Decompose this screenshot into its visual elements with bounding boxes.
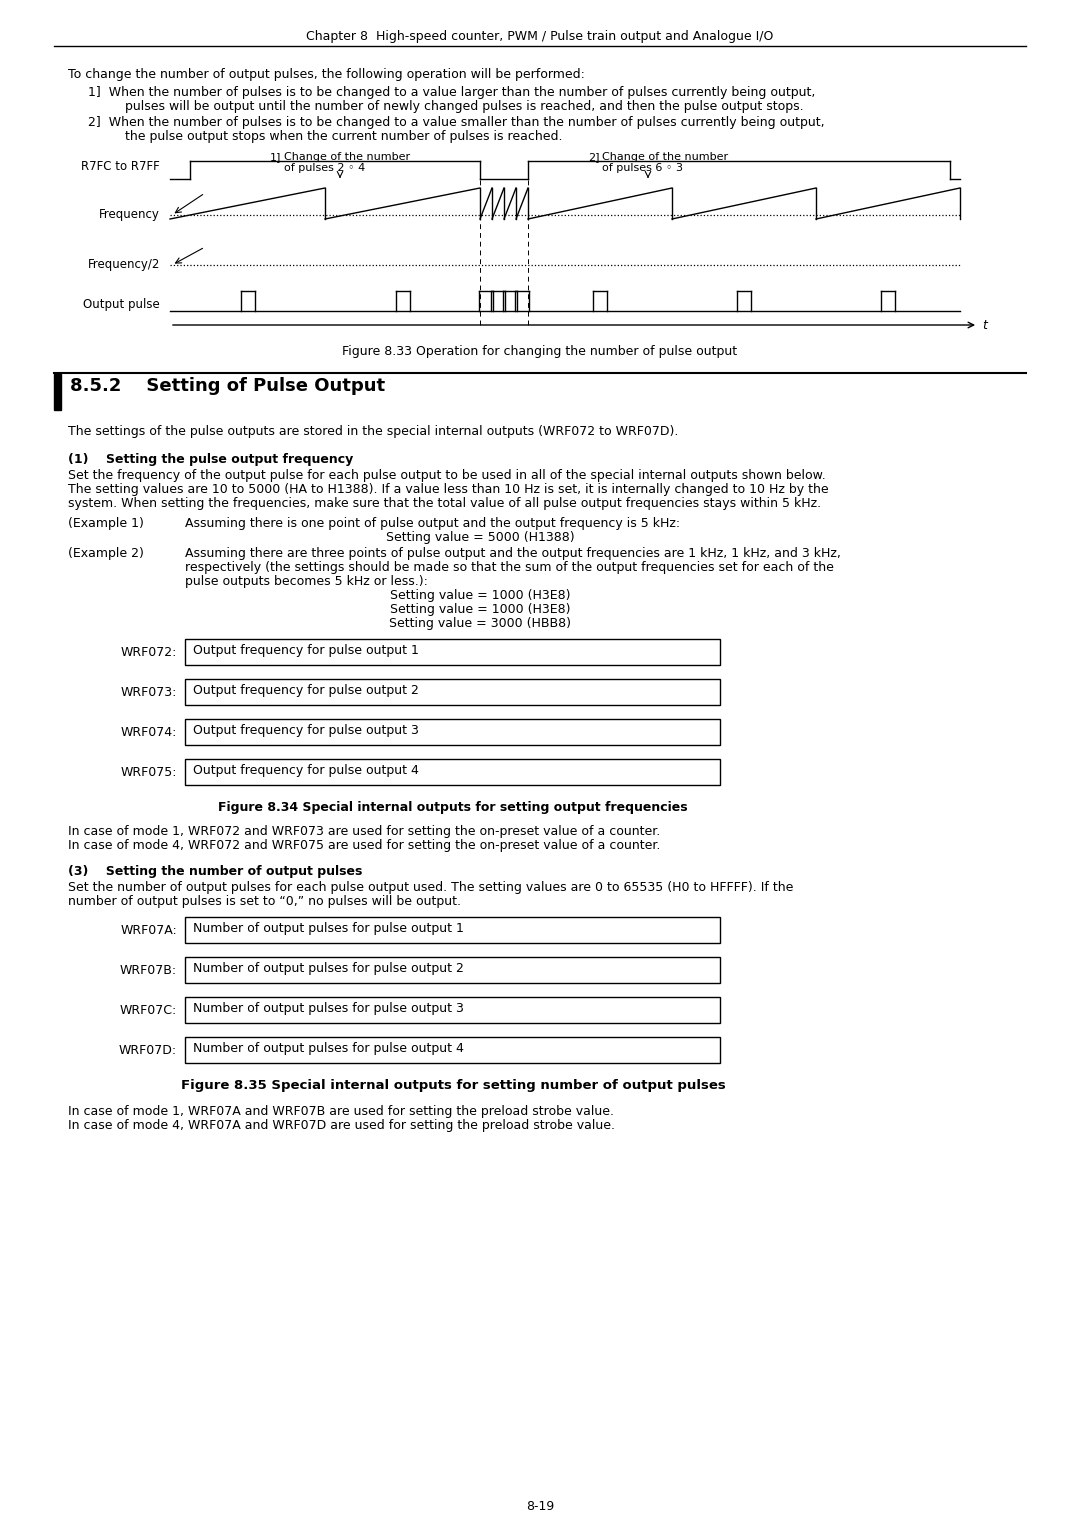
Bar [54,374,60,410]
Text: The setting values are 10 to 5000 (HA to H1388). If a value less than 10 Hz is s: The setting values are 10 to 5000 (HA to… [68,483,828,497]
Text: pulse outputs becomes 5 kHz or less.):: pulse outputs becomes 5 kHz or less.): [185,575,428,588]
Text: system. When setting the frequencies, make sure that the total value of all puls: system. When setting the frequencies, ma… [68,497,821,510]
Text: Chapter 8  High-speed counter, PWM / Pulse train output and Analogue I/O: Chapter 8 High-speed counter, PWM / Puls… [307,31,773,43]
FancyBboxPatch shape [185,759,720,785]
Text: Output frequency for pulse output 1: Output frequency for pulse output 1 [193,643,419,657]
Text: t: t [982,319,987,332]
Text: 8.5.2    Setting of Pulse Output: 8.5.2 Setting of Pulse Output [70,377,386,396]
Text: WRF075:: WRF075: [121,766,177,778]
Text: WRF07B:: WRF07B: [120,964,177,976]
FancyBboxPatch shape [185,678,720,704]
Text: Number of output pulses for pulse output 2: Number of output pulses for pulse output… [193,963,464,975]
Text: Setting value = 3000 (HBB8): Setting value = 3000 (HBB8) [389,617,571,630]
Text: of pulses 2 ◦ 4: of pulses 2 ◦ 4 [284,163,365,173]
Text: In case of mode 4, WRF072 and WRF075 are used for setting the on-preset value of: In case of mode 4, WRF072 and WRF075 are… [68,839,660,853]
Text: In case of mode 1, WRF07A and WRF07B are used for setting the preload strobe val: In case of mode 1, WRF07A and WRF07B are… [68,1105,615,1118]
Text: The settings of the pulse outputs are stored in the special internal outputs (WR: The settings of the pulse outputs are st… [68,425,678,439]
Text: Output frequency for pulse output 4: Output frequency for pulse output 4 [193,764,419,778]
Text: In case of mode 4, WRF07A and WRF07D are used for setting the preload strobe val: In case of mode 4, WRF07A and WRF07D are… [68,1118,615,1132]
Text: WRF074:: WRF074: [121,726,177,738]
Text: WRF073:: WRF073: [121,686,177,698]
Text: Frequency: Frequency [99,208,160,222]
Text: (1)    Setting the pulse output frequency: (1) Setting the pulse output frequency [68,452,353,466]
Text: the pulse output stops when the current number of pulses is reached.: the pulse output stops when the current … [105,130,563,144]
FancyBboxPatch shape [185,720,720,746]
FancyBboxPatch shape [185,1038,720,1063]
Text: Number of output pulses for pulse output 1: Number of output pulses for pulse output… [193,921,464,935]
Text: (Example 1): (Example 1) [68,516,144,530]
Text: To change the number of output pulses, the following operation will be performed: To change the number of output pulses, t… [68,69,585,81]
Text: Setting value = 1000 (H3E8): Setting value = 1000 (H3E8) [390,588,570,602]
Text: 2]  When the number of pulses is to be changed to a value smaller than the numbe: 2] When the number of pulses is to be ch… [87,116,825,128]
Text: Change of the number: Change of the number [602,151,728,162]
Text: Figure 8.35 Special internal outputs for setting number of output pulses: Figure 8.35 Special internal outputs for… [180,1079,726,1093]
Text: Set the number of output pulses for each pulse output used. The setting values a: Set the number of output pulses for each… [68,882,794,894]
Text: WRF07A:: WRF07A: [120,923,177,937]
Text: Figure 8.34 Special internal outputs for setting output frequencies: Figure 8.34 Special internal outputs for… [218,801,688,814]
Text: Frequency/2: Frequency/2 [87,258,160,270]
Text: Figure 8.33 Operation for changing the number of pulse output: Figure 8.33 Operation for changing the n… [342,345,738,358]
Text: Change of the number: Change of the number [284,151,410,162]
Text: (3)    Setting the number of output pulses: (3) Setting the number of output pulses [68,865,363,879]
Text: number of output pulses is set to “0,” no pulses will be output.: number of output pulses is set to “0,” n… [68,895,461,908]
FancyBboxPatch shape [185,917,720,943]
Text: Setting value = 5000 (H1388): Setting value = 5000 (H1388) [386,532,575,544]
Text: (Example 2): (Example 2) [68,547,144,559]
FancyBboxPatch shape [185,957,720,983]
Text: 2]: 2] [588,151,599,162]
Text: Setting value = 1000 (H3E8): Setting value = 1000 (H3E8) [390,604,570,616]
Text: pulses will be output until the number of newly changed pulses is reached, and t: pulses will be output until the number o… [105,99,804,113]
Text: Set the frequency of the output pulse for each pulse output to be used in all of: Set the frequency of the output pulse fo… [68,469,826,481]
Text: Output pulse: Output pulse [83,298,160,312]
Text: Output frequency for pulse output 2: Output frequency for pulse output 2 [193,685,419,697]
FancyBboxPatch shape [185,996,720,1024]
Text: respectively (the settings should be made so that the sum of the output frequenc: respectively (the settings should be mad… [185,561,834,575]
Text: 1]  When the number of pulses is to be changed to a value larger than the number: 1] When the number of pulses is to be ch… [87,86,815,99]
Text: WRF07C:: WRF07C: [120,1004,177,1016]
Text: Number of output pulses for pulse output 4: Number of output pulses for pulse output… [193,1042,464,1054]
Text: Assuming there are three points of pulse output and the output frequencies are 1: Assuming there are three points of pulse… [185,547,841,559]
Text: In case of mode 1, WRF072 and WRF073 are used for setting the on-preset value of: In case of mode 1, WRF072 and WRF073 are… [68,825,660,837]
Text: Number of output pulses for pulse output 3: Number of output pulses for pulse output… [193,1002,464,1015]
Text: 1]: 1] [270,151,282,162]
Text: 8-19: 8-19 [526,1500,554,1513]
Text: Output frequency for pulse output 3: Output frequency for pulse output 3 [193,724,419,736]
Text: of pulses 6 ◦ 3: of pulses 6 ◦ 3 [602,163,683,173]
Text: WRF07D:: WRF07D: [119,1044,177,1056]
Text: Assuming there is one point of pulse output and the output frequency is 5 kHz:: Assuming there is one point of pulse out… [185,516,680,530]
Text: R7FC to R7FF: R7FC to R7FF [81,160,160,173]
FancyBboxPatch shape [185,639,720,665]
Text: WRF072:: WRF072: [121,645,177,659]
